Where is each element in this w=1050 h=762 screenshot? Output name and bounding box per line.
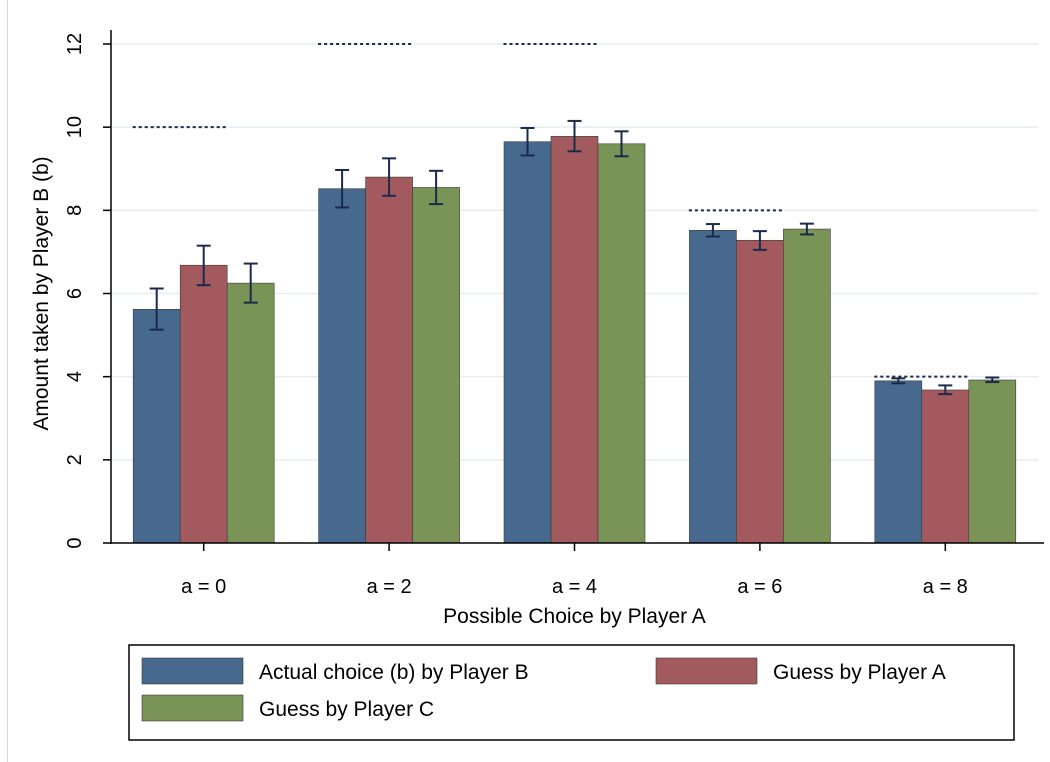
y-tick-label: 4 [64,371,86,382]
x-tick-label: a = 6 [737,576,782,598]
legend-swatch [141,657,244,685]
bar-3-3 [597,143,646,544]
error-bar [891,377,906,385]
bar-1-1 [132,309,181,544]
error-bar [567,119,582,153]
bar-1-3 [503,141,552,544]
bar-2-2 [365,176,413,544]
reference-lines [132,43,969,378]
x-tick-label: a = 8 [923,576,968,598]
y-tick-label: 6 [64,288,86,299]
bar-2-5 [921,389,970,544]
bar-1-2 [318,188,366,544]
bar-3-4 [783,228,831,544]
bar-2-1 [179,264,228,544]
x-tick-label: a = 0 [181,576,226,598]
bar-chart: 0 2 4 6 8 10 12 a = 0 a = 2 a = 4 a = 6 a = 8 Possi… [30,30,1044,741]
bar-3-1 [226,282,275,544]
bar-3-2 [412,187,460,544]
legend-label: Guess by Player C [259,698,434,721]
error-bar [614,130,629,158]
y-axis-title: Amount taken by Player B (b) [30,156,53,430]
legend-label: Guess by Player A [773,661,946,684]
bar-2-3 [550,136,599,544]
error-bars [149,119,1000,396]
y-tick-label: 0 [64,537,86,548]
legend-box [128,644,1015,741]
x-axis-title: Possible Choice by Player A [443,605,706,628]
error-bar [752,230,767,251]
error-bar [243,262,258,304]
y-tick-label: 10 [64,116,86,138]
bar-3-5 [968,379,1017,544]
x-tick-label: a = 4 [552,576,597,598]
axes: 0 2 4 6 8 10 12 a = 0 a = 2 a = 4 a = 6 a = 8 [64,30,1044,598]
error-bar [335,168,350,209]
x-tick-label: a = 2 [367,576,412,598]
error-bar [429,169,444,206]
y-tick-label: 2 [64,454,86,465]
error-bar [196,244,211,287]
error-bar [149,287,164,331]
legend-swatch [141,694,244,722]
bar-1-4 [689,229,737,544]
error-bar [938,384,953,396]
bar-1-5 [874,380,923,544]
error-bar [985,376,1000,384]
legend-swatch [655,657,758,685]
error-bar [799,222,814,236]
y-tick-label: 8 [64,205,86,216]
error-bar [382,157,397,197]
y-tick-label: 12 [64,33,86,55]
bars [132,136,1017,544]
error-bar [520,126,535,157]
chart-frame: 0 2 4 6 8 10 12 a = 0 a = 2 a = 4 a = 6 a = 8 Possi… [7,0,1050,762]
bar-2-4 [736,239,784,544]
legend: Actual choice (b) by Player B Guess by Pl… [128,644,1015,741]
legend-label: Actual choice (b) by Player B [259,661,529,684]
error-bar [705,223,720,238]
